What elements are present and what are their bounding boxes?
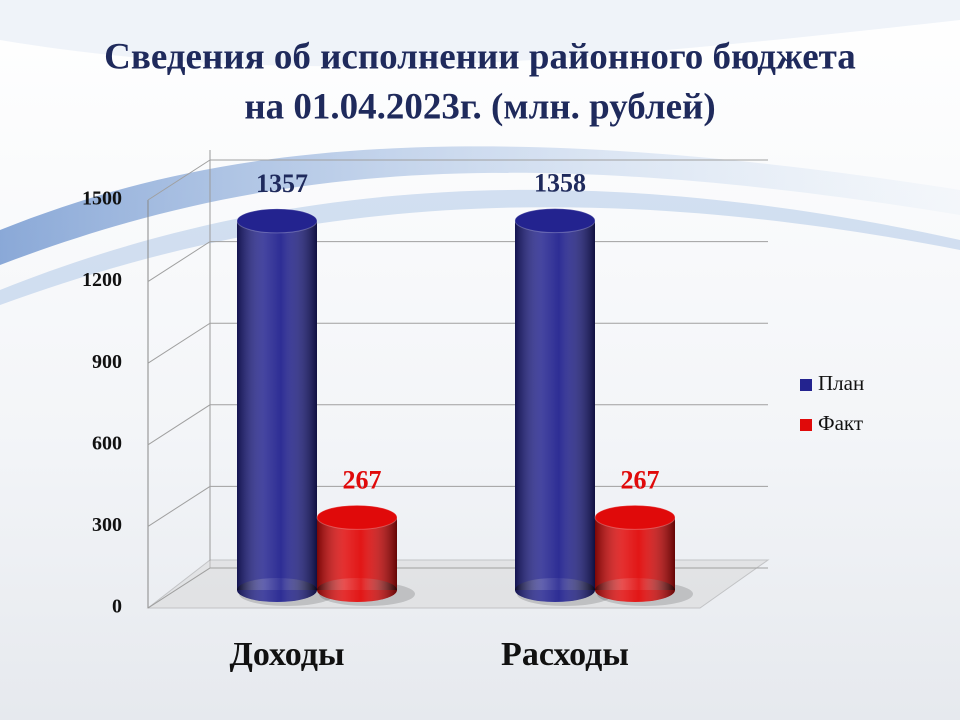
value-label: 267 — [621, 465, 660, 494]
legend-swatch — [800, 379, 812, 391]
bar-top — [594, 504, 676, 530]
value-label: 1357 — [256, 169, 308, 198]
legend-label: Факт — [818, 411, 863, 435]
bar-shading — [515, 220, 595, 590]
bar-base-shading — [237, 578, 317, 602]
chart-subtitle: на 01.04.2023г. (млн. рублей) — [244, 86, 715, 127]
decor-swoosh — [0, 146, 960, 265]
y-tick-label: 300 — [92, 514, 122, 536]
bar-base-shading — [317, 578, 397, 602]
bar-top — [316, 504, 398, 530]
y-tick-label: 1200 — [82, 269, 122, 291]
y-tick-label: 900 — [92, 351, 122, 373]
y-tick-label: 600 — [92, 432, 122, 454]
bar-shading — [595, 517, 675, 590]
bar-shading — [317, 517, 397, 590]
decor-swoosh — [0, 0, 960, 67]
x-tick-label: Доходы — [229, 636, 344, 673]
legend-label: План — [818, 371, 864, 395]
bar-top — [236, 208, 318, 234]
chart-title: Сведения об исполнении районного бюджета — [104, 36, 856, 77]
bar-base-shading — [595, 578, 675, 602]
value-label: 267 — [343, 465, 382, 494]
bar-top — [514, 208, 596, 234]
grid-line — [147, 159, 768, 201]
y-tick-label: 0 — [112, 596, 122, 618]
bar-base-shading — [515, 578, 595, 602]
legend-swatch — [800, 419, 812, 431]
bar-shading — [237, 220, 317, 590]
x-tick-label: Расходы — [501, 636, 629, 673]
value-label: 1358 — [534, 169, 586, 198]
y-tick-label: 1500 — [82, 188, 122, 210]
